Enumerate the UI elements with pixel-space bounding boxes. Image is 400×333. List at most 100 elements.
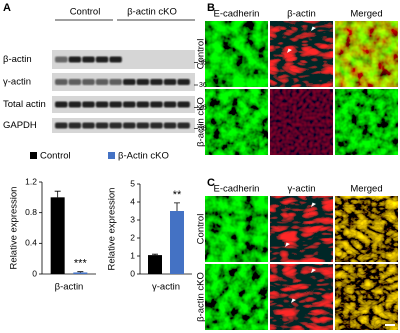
band xyxy=(136,101,150,108)
blot-row-label: γ-actin xyxy=(3,77,31,88)
band xyxy=(95,101,109,108)
band xyxy=(82,79,95,85)
band xyxy=(68,101,82,108)
column-label: β-actin xyxy=(287,9,316,20)
micrograph xyxy=(270,21,333,87)
band xyxy=(55,122,68,129)
band xyxy=(109,79,122,85)
band xyxy=(68,79,82,85)
arrow xyxy=(311,202,316,207)
y-tick-label: 0 xyxy=(130,268,135,278)
micrograph xyxy=(270,196,333,262)
row-label: β-actin cKO xyxy=(196,272,207,322)
bar xyxy=(50,197,65,274)
y-tick-label: 4 xyxy=(130,196,135,206)
arrow xyxy=(311,26,316,31)
band xyxy=(177,101,190,108)
y-axis-label: Relative expression xyxy=(9,187,20,270)
micrograph xyxy=(270,264,333,330)
panel-label: A xyxy=(3,2,11,14)
y-tick-label: 5 xyxy=(130,178,135,188)
blot-strip xyxy=(52,50,195,69)
panel-label: C xyxy=(207,177,215,189)
legend-label: β-Actin cKO xyxy=(118,151,169,162)
band xyxy=(109,101,122,108)
row-label: Control xyxy=(196,39,207,70)
western-blot: Control β-actin cKO β-actin 36 γ-actin 36 Tota… xyxy=(3,7,207,133)
micrograph xyxy=(205,21,268,87)
marker-label: 36 xyxy=(199,59,207,66)
blot-row-label: Total actin xyxy=(3,99,46,110)
micrograph xyxy=(205,264,268,330)
arrow xyxy=(291,298,296,303)
x-axis-label: β-actin xyxy=(55,282,84,293)
row-label: Control xyxy=(196,214,207,245)
column-label: Merged xyxy=(350,9,382,20)
band xyxy=(136,79,150,85)
row-label: β-actin cKO xyxy=(196,97,207,147)
y-tick-label: 0.4 xyxy=(25,238,37,248)
marker-label: 36 xyxy=(199,104,207,111)
micrograph xyxy=(335,89,398,155)
marker-label: 36 xyxy=(199,82,207,89)
y-tick-label: 2 xyxy=(130,232,135,242)
error-bar xyxy=(174,202,180,211)
error-bar xyxy=(54,190,61,198)
marker-label: 36 xyxy=(199,125,207,132)
blot-row-label: β-actin xyxy=(3,54,32,65)
x-axis-label: γ-actin xyxy=(152,282,180,293)
band xyxy=(163,101,177,108)
band xyxy=(95,56,109,63)
significance: ** xyxy=(173,189,182,201)
y-tick-label: 0.8 xyxy=(25,207,37,217)
arrow xyxy=(285,242,290,247)
y-tick-label: 1 xyxy=(130,250,135,260)
micrograph xyxy=(270,89,333,155)
bar xyxy=(73,272,88,274)
band xyxy=(123,101,136,108)
panel-label: B xyxy=(207,2,215,14)
error-bar xyxy=(152,253,158,256)
y-tick-label: 1.2 xyxy=(25,176,37,186)
legend-label: Control xyxy=(40,151,71,162)
y-tick-label: 3 xyxy=(130,214,135,224)
bar xyxy=(170,211,184,274)
column-label: Merged xyxy=(350,184,382,195)
blot-group-label: β-actin cKO xyxy=(127,7,177,18)
legend-swatch xyxy=(30,152,37,159)
band xyxy=(109,56,122,63)
band xyxy=(95,122,109,129)
band xyxy=(109,122,122,129)
arrow xyxy=(311,268,316,273)
micrograph xyxy=(335,196,398,262)
band xyxy=(68,56,82,63)
y-axis-label: Relative expression xyxy=(107,188,118,271)
band xyxy=(123,79,136,85)
band xyxy=(55,56,68,63)
band xyxy=(150,79,163,85)
band xyxy=(55,101,68,108)
band xyxy=(136,122,150,129)
significance: *** xyxy=(74,258,88,270)
band xyxy=(150,101,163,108)
column-label: E-cadherin xyxy=(214,184,260,195)
y-tick-label: 0 xyxy=(32,268,37,278)
band xyxy=(82,122,95,129)
micrograph xyxy=(205,89,268,155)
band xyxy=(163,122,177,129)
band xyxy=(163,79,177,85)
band xyxy=(55,79,68,85)
micrograph xyxy=(205,196,268,262)
arrow xyxy=(287,48,292,53)
band xyxy=(123,122,136,129)
band xyxy=(82,56,95,63)
band xyxy=(68,122,82,129)
micrograph xyxy=(335,264,398,330)
band xyxy=(82,101,95,108)
bar xyxy=(148,255,162,274)
legend-swatch xyxy=(108,152,115,159)
band xyxy=(95,79,109,85)
band xyxy=(177,122,190,129)
micrographs: E-cadherin β-actin Merged Control β-actin cK… xyxy=(196,9,398,330)
